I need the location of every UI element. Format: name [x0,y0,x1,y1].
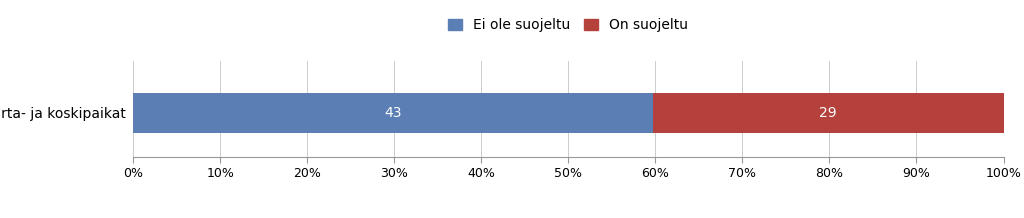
Bar [133,93,653,133]
Text: 43: 43 [384,106,401,120]
Bar [653,93,1004,133]
Text: 29: 29 [819,106,837,120]
Legend: Ei ole suojeltu, On suojeltu: Ei ole suojeltu, On suojeltu [449,18,688,32]
